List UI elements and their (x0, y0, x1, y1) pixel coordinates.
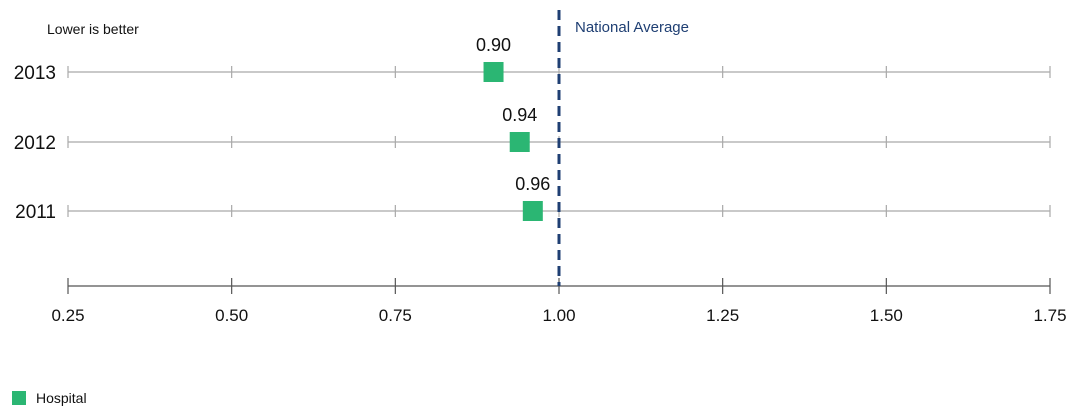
x-tick-label: 1.75 (1033, 306, 1066, 325)
data-label: 0.96 (515, 174, 550, 194)
x-tick-label: 1.50 (870, 306, 903, 325)
legend-swatch (12, 391, 26, 405)
data-label: 0.94 (502, 105, 537, 125)
hospital-point (509, 132, 530, 152)
national-average-label: National Average (575, 19, 689, 36)
category-label: 2013 (14, 63, 56, 84)
legend-label: Hospital (36, 390, 87, 406)
data-label: 0.90 (476, 35, 511, 55)
x-tick-label: 0.25 (51, 306, 84, 325)
x-tick-label: 0.75 (379, 306, 412, 325)
hospital-point (483, 62, 504, 82)
x-tick-label: 1.25 (706, 306, 739, 325)
category-label: 2012 (14, 133, 56, 154)
category-label: 2011 (15, 202, 56, 223)
hospital-point (522, 201, 543, 221)
chart-subtitle: Lower is better (47, 21, 139, 37)
x-tick-label: 1.00 (542, 306, 575, 325)
legend: Hospital (12, 390, 87, 406)
x-tick-label: 0.50 (215, 306, 248, 325)
